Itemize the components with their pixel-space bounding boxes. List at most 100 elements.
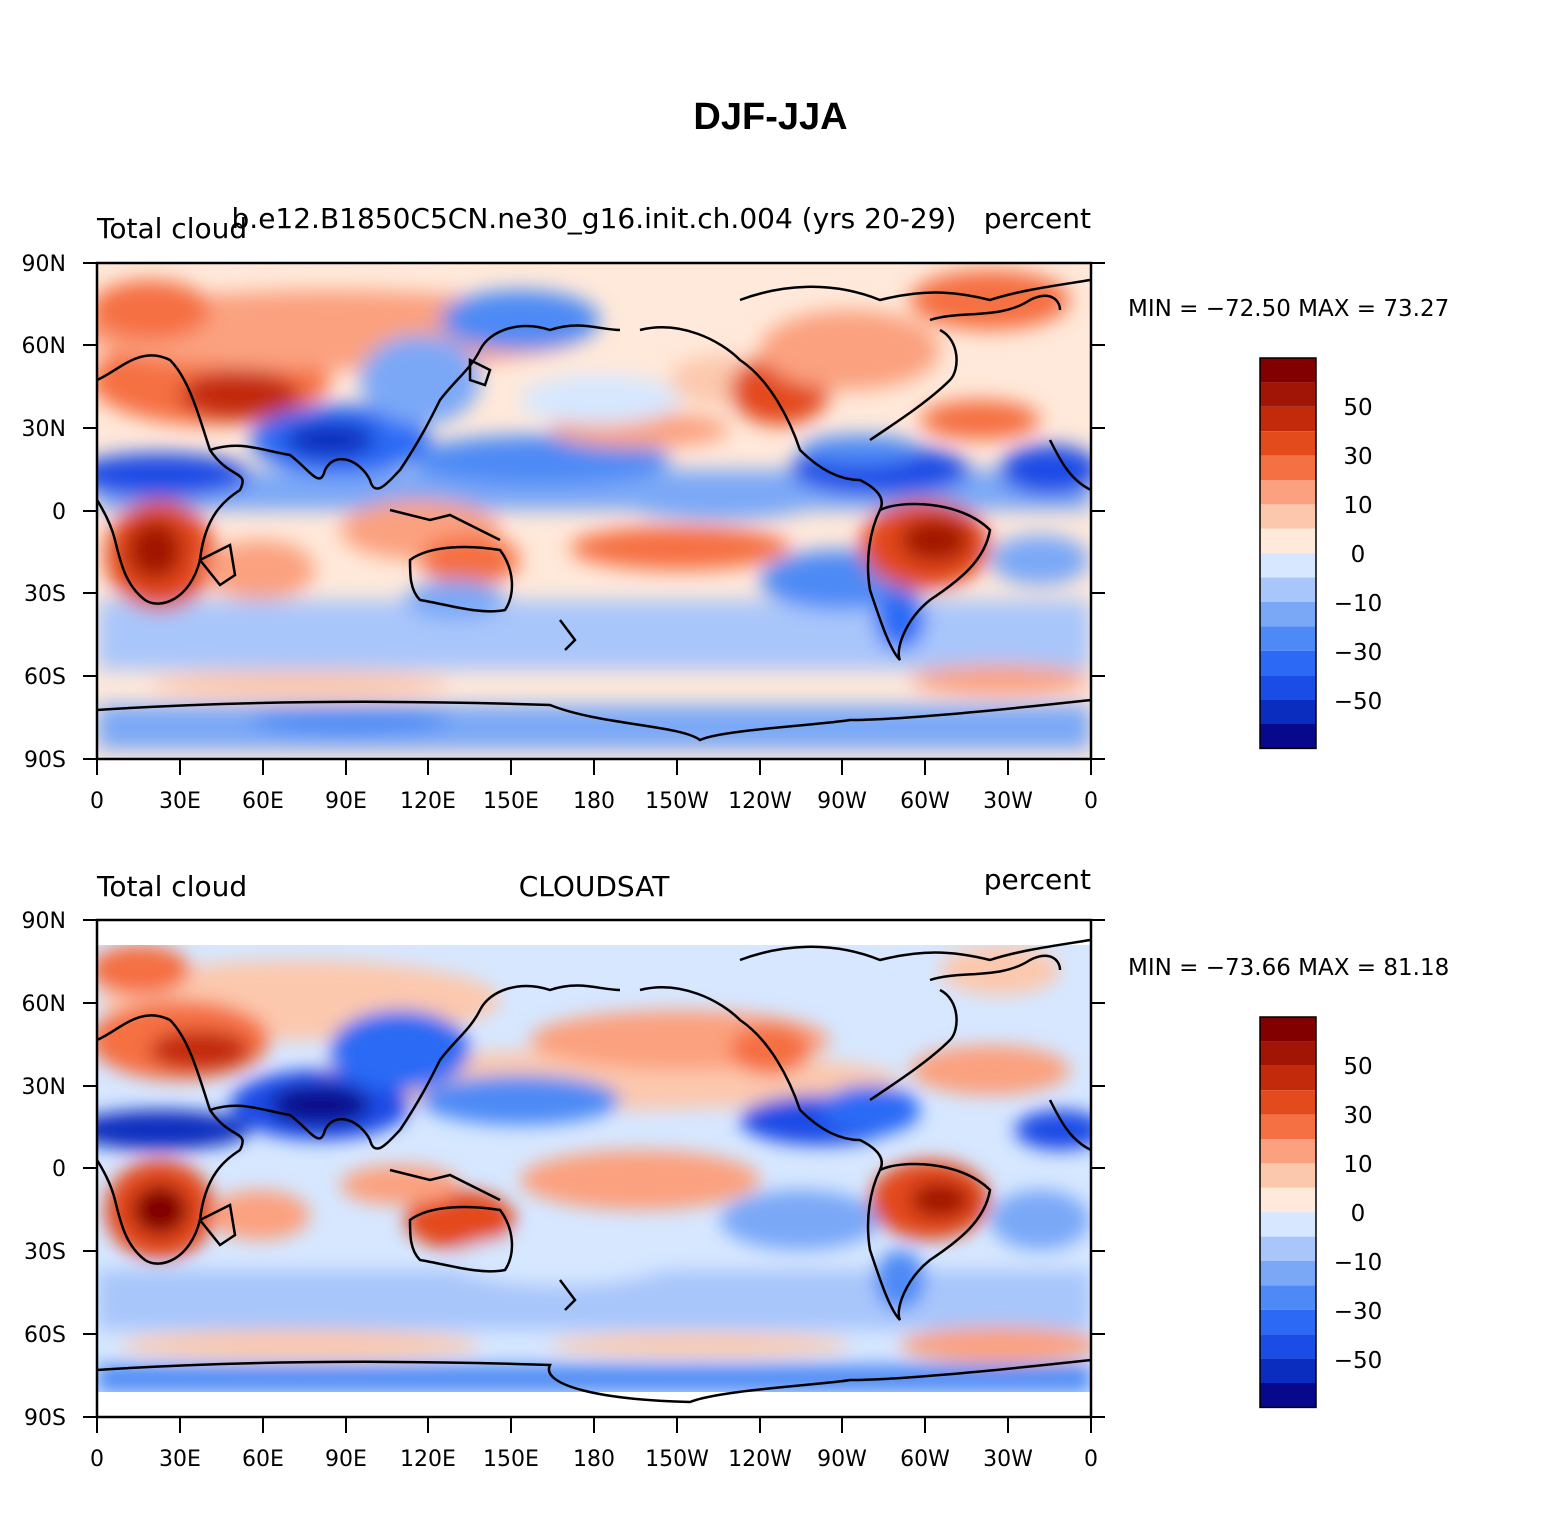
lon-tick-label: 0 [90,789,104,814]
lat-tick-label: 30N [22,1075,66,1100]
lon-tick-label: 120W [728,1447,792,1472]
lat-tick-label: 30S [24,582,66,607]
colorbar-label: 10 [1343,493,1372,519]
lon-tick-label: 90E [325,1447,367,1472]
colorbar-swatch [1260,382,1316,407]
lon-tick-label: 60W [900,789,950,814]
colorbar-swatch [1260,406,1316,432]
lon-tick-label: 30W [983,789,1033,814]
colorbar-swatch [1260,626,1316,651]
coastlines-top [97,278,1091,742]
colorbar-swatch [1260,724,1316,749]
lon-tick-label: 120E [400,1447,456,1472]
colorbar-swatch [1260,358,1316,383]
lat-tick-label: 90S [24,1406,66,1431]
lat-tick-label: 60S [24,665,66,690]
colorbar-label: 50 [1343,1054,1372,1080]
colorbar-swatch [1260,1383,1316,1408]
colorbar-swatch [1260,1309,1316,1335]
lat-tick-label: 90S [24,748,66,773]
lon-tick-label: 150E [483,789,539,814]
panel-bottom: 90N 60N 30N 0 30S 60S 90S 0 30E 60E 90E … [22,863,1450,1472]
lat-tick-label: 90N [22,252,66,277]
colorbar-label: −30 [1334,640,1383,666]
lon-tick-label: 0 [1084,789,1098,814]
colorbar-swatch [1260,480,1316,505]
lon-tick-label: 0 [90,1447,104,1472]
colorbar-swatch [1260,1017,1316,1042]
colorbar-swatch [1260,1065,1316,1091]
colorbar-label: −10 [1334,591,1383,617]
lon-tick-label: 150W [645,1447,709,1472]
coastlines-bottom [97,938,1091,1404]
ticks-bottom [83,919,1105,1433]
colorbar-label: −10 [1334,1250,1383,1276]
colorbar-label: 50 [1343,395,1372,421]
lon-tick-label: 30E [159,1447,201,1472]
colorbar-swatch [1260,1114,1316,1139]
colorbar-bottom: 50 30 10 0 −10 −30 −50 [1259,1016,1383,1409]
lat-tick-label: 0 [52,1157,66,1182]
min-max-stats: MIN = −72.50 MAX = 73.27 [1128,296,1449,322]
contour-field-bottom [97,945,1091,1392]
colorbar-swatch [1260,1212,1316,1237]
lon-tick-label: 90E [325,789,367,814]
colorbar-swatch [1260,602,1316,627]
lat-tick-label: 60S [24,1323,66,1348]
panel-right-label: percent [984,202,1091,235]
lon-tick-label: 30E [159,789,201,814]
min-max-stats: MIN = −73.66 MAX = 81.18 [1128,955,1449,981]
lon-tick-label: 150E [483,1447,539,1472]
panel-center-label: CLOUDSAT [519,870,671,903]
lon-tick-label: 60E [242,789,284,814]
lon-tick-label: 90W [817,789,867,814]
colorbar-swatch [1260,1285,1316,1310]
colorbar-swatch [1260,1236,1316,1261]
colorbar-swatch [1260,455,1316,480]
lon-tick-label: 150W [645,789,709,814]
colorbar-label: −50 [1334,689,1383,715]
colorbar-label: 30 [1343,444,1372,470]
panel-left-label: Total cloud [96,212,247,245]
panel-center-label: b.e12.B1850C5CN.ne30_g16.init.ch.004 (yr… [232,202,957,235]
colorbar-label: 30 [1343,1103,1372,1129]
colorbar-swatch [1260,650,1316,676]
panel-left-label: Total cloud [96,870,247,903]
colorbar-swatch [1260,553,1316,578]
lon-tick-label: 120W [728,789,792,814]
lat-tick-label: 90N [22,909,66,934]
lat-tick-label: 60N [22,992,66,1017]
colorbar-swatch [1260,528,1316,554]
lon-tick-label: 180 [573,1447,615,1472]
lat-tick-label: 30S [24,1240,66,1265]
lon-tick-label: 30W [983,1447,1033,1472]
colorbar-swatch [1260,1041,1316,1066]
lon-tick-label: 90W [817,1447,867,1472]
ticks-top [83,262,1105,775]
colorbar-label: −50 [1334,1348,1383,1374]
panel-top: 90N 60N 30N 0 30S 60S 90S 0 30E 60E 90E … [22,202,1450,814]
colorbar-label: 0 [1351,1201,1366,1227]
lat-tick-label: 0 [52,500,66,525]
colorbar-swatch [1260,1334,1316,1359]
colorbar-swatch [1260,504,1316,529]
colorbar-top: 50 30 10 0 −10 −30 −50 [1259,357,1383,750]
lon-tick-label: 60W [900,1447,950,1472]
colorbar-swatch [1260,1187,1316,1213]
colorbar-swatch [1260,699,1316,724]
contour-field-top [97,263,1091,759]
colorbar-swatch [1260,675,1316,700]
lon-tick-label: 0 [1084,1447,1098,1472]
lon-tick-label: 60E [242,1447,284,1472]
colorbar-label: −30 [1334,1299,1383,1325]
colorbar-swatch [1260,1139,1316,1164]
colorbar-swatch [1260,1358,1316,1383]
lat-tick-label: 60N [22,334,66,359]
colorbar-swatch [1260,577,1316,602]
lon-tick-label: 120E [400,789,456,814]
figure-title: DJF-JJA [693,96,848,138]
colorbar-swatch [1260,1163,1316,1188]
lon-tick-label: 180 [573,789,615,814]
lat-tick-label: 30N [22,417,66,442]
colorbar-swatch [1260,1261,1316,1286]
